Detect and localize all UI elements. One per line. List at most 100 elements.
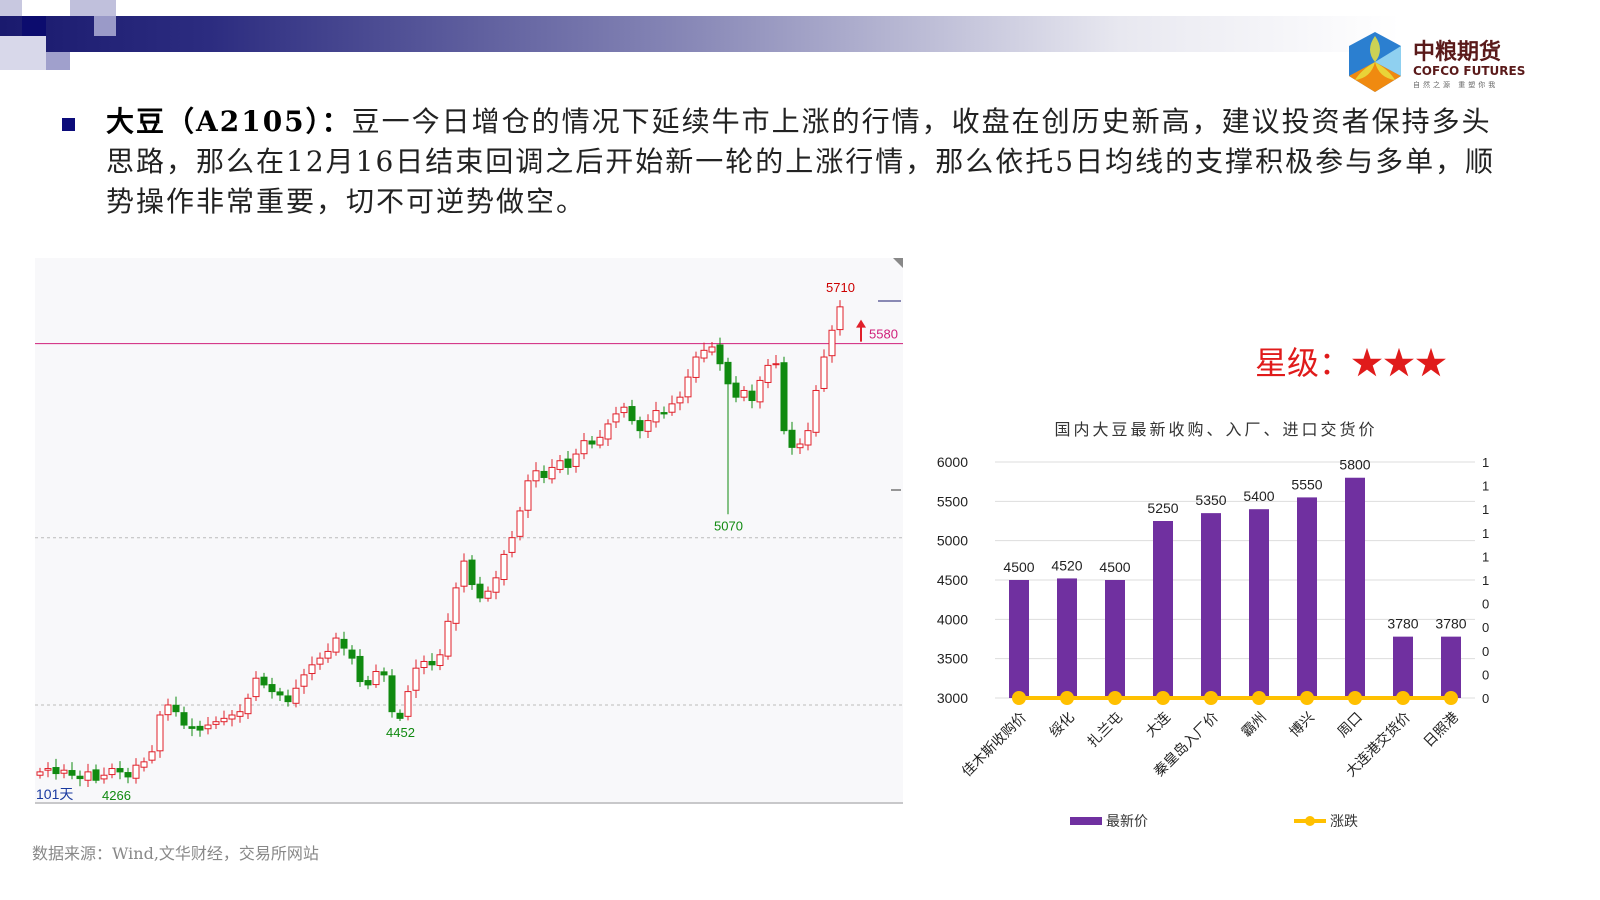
candle-body (804, 430, 812, 446)
up-arrow-head-icon (856, 319, 866, 328)
candle-body (148, 751, 156, 761)
y2-tick-label: 1 (1482, 502, 1489, 517)
candle-body (572, 453, 580, 467)
y-tick-label: 4000 (937, 611, 968, 627)
price-annotation: 4266 (102, 788, 131, 803)
candle-body (452, 587, 460, 624)
candle-body (620, 406, 628, 414)
bar (1441, 636, 1461, 698)
bar-value-label: 4500 (1003, 559, 1034, 575)
bar (1057, 578, 1077, 698)
candle-body (692, 356, 700, 378)
candle-body (652, 410, 660, 423)
star-rating: 星级：★★★ (1255, 338, 1447, 384)
candle-body (660, 412, 668, 415)
candle-body (740, 389, 748, 398)
bar-value-label: 4520 (1051, 557, 1082, 573)
candle-body (820, 356, 828, 389)
bar (1345, 477, 1365, 698)
candle-body (516, 510, 524, 537)
cofco-logo: 中粮期货 COFCO FUTURES 自然之源 重塑你我 (1345, 30, 1545, 94)
candle-body (676, 396, 684, 404)
price-annotation: 5710 (826, 280, 855, 295)
y2-tick-label: 1 (1482, 455, 1489, 470)
candle-body (140, 761, 148, 768)
decor-square (46, 52, 70, 70)
x-tick-label: 佳木斯收购价 (959, 710, 1030, 781)
corner-marker (893, 258, 903, 268)
candle-body (108, 768, 116, 776)
candle-body (348, 649, 356, 659)
header-banner (0, 16, 1400, 52)
data-source: 数据来源：Wind,文华财经，交易所网站 (32, 844, 319, 863)
candle-body (180, 712, 188, 726)
candle-body (764, 364, 772, 383)
candle-body (732, 382, 740, 398)
bar-value-label: 4500 (1099, 559, 1130, 575)
change-marker (1204, 691, 1218, 705)
candle-body (412, 667, 420, 691)
candle-body (828, 329, 836, 357)
y2-tick-label: 1 (1482, 526, 1489, 541)
logo-cube-icon (1349, 32, 1401, 92)
y2-tick-label: 0 (1482, 644, 1489, 659)
decor-square (0, 36, 46, 70)
candle-body (636, 420, 644, 432)
y-tick-label: 3500 (937, 651, 968, 667)
candle-body (716, 344, 724, 365)
candle-body (244, 697, 252, 715)
x-tick-label: 霸州 (1239, 710, 1270, 741)
decor-square (0, 0, 22, 16)
change-marker (1060, 691, 1074, 705)
bar-value-label: 5800 (1339, 457, 1370, 473)
rating-label: 星级： (1255, 344, 1352, 382)
candle-body (260, 676, 268, 686)
y-tick-label: 4500 (937, 572, 968, 588)
candle-body (588, 440, 596, 445)
y2-tick-label: 1 (1482, 573, 1489, 588)
candle-body (164, 704, 172, 716)
change-marker (1252, 691, 1266, 705)
candle-body (372, 671, 380, 686)
y2-tick-label: 1 (1482, 549, 1489, 564)
candle-body (252, 677, 260, 698)
candle-body (404, 691, 412, 717)
candle-body (468, 559, 476, 586)
candle-body (220, 717, 228, 723)
candle-body (332, 637, 340, 653)
price-annotation: 5070 (714, 518, 743, 533)
candle-body (52, 767, 60, 775)
candle-body (276, 691, 284, 696)
legend-label: 最新价 (1106, 814, 1148, 830)
chart-title: 国内大豆最新收购、入厂、进口交货价 (1054, 420, 1377, 439)
candle-body (772, 363, 780, 366)
candle-body (548, 466, 556, 480)
candle-body (388, 675, 396, 713)
x-tick-label: 大连 (1143, 710, 1174, 741)
y2-tick-label: 0 (1482, 667, 1489, 682)
candle-body (684, 376, 692, 398)
candle-body (484, 590, 492, 599)
bullet-marker (62, 118, 75, 131)
candle-body (284, 695, 292, 703)
candle-body (780, 362, 788, 432)
y-tick-label: 5000 (937, 533, 968, 549)
y2-tick-label: 1 (1482, 479, 1489, 494)
candle-body (92, 769, 100, 781)
candle-body (316, 657, 324, 665)
candle-body (460, 560, 468, 587)
bar (1009, 580, 1029, 698)
bar-value-label: 5400 (1243, 488, 1274, 504)
bar (1297, 497, 1317, 698)
candle-body (628, 406, 636, 422)
bar-value-label: 3780 (1387, 616, 1418, 632)
candle-body (44, 768, 52, 771)
candle-body (564, 458, 572, 468)
candle-body (428, 660, 436, 666)
candle-body (60, 769, 68, 774)
candle-body (268, 684, 276, 693)
candlestick-chart: 5710 5070 4452 4266 101天 5580 (35, 258, 903, 804)
candle-body (324, 650, 332, 659)
candle-body (236, 711, 244, 717)
change-marker (1348, 691, 1362, 705)
